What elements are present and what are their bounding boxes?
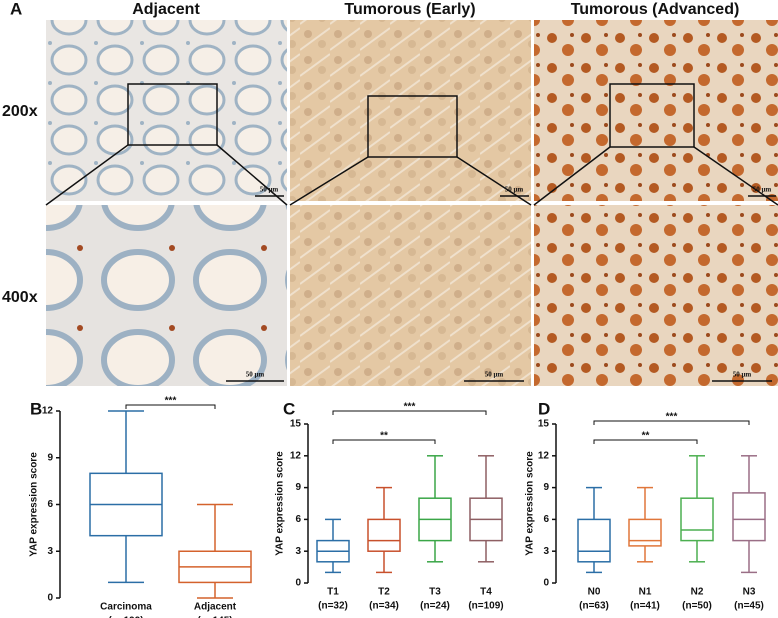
significance-label: *** [404,402,416,413]
zoom-lines [45,144,778,206]
x-tick-label: N2 [691,587,704,598]
category-note: (n=24) [420,601,450,612]
column-title: Tumorous (Advanced) [571,1,740,18]
x-tick-label: Adjacent [194,602,237,613]
box [680,497,714,542]
category-note: (n=34) [369,601,399,612]
category-note: (n=199) [108,616,143,618]
significance-label: ** [380,431,388,442]
x-tick-label: N0 [588,587,601,598]
box [577,518,611,563]
box [732,492,766,542]
zoom-box [609,83,695,148]
micrographs: 50 μm 50 μm 50 μm 50 μm 50 μm 50 μm [45,20,778,386]
y-tick-label: 0 [543,578,549,589]
y-tick-label: 0 [295,578,301,589]
image [534,20,778,201]
y-tick-label: 6 [47,499,53,510]
scale-bar-label: 50 μm [753,186,772,194]
y-tick-label: 6 [543,514,549,525]
significance-bracket [593,439,698,444]
y-tick-label: 12 [290,450,302,461]
y-tick-label: 3 [47,546,53,557]
significance-bracket [593,420,750,425]
panel-label: C [283,399,295,418]
significance-bracket [125,404,216,409]
zoom-box [127,83,218,146]
image [290,20,531,201]
y-tick-label: 12 [42,406,54,417]
significance-bracket [332,439,436,444]
x-tick-label: N1 [639,587,652,598]
significance-bracket [332,410,487,415]
category-note: (n=32) [318,601,348,612]
y-tick-label: 15 [538,419,550,430]
column-title: Tumorous (Early) [344,1,475,18]
x-tick-label: N3 [743,587,756,598]
y-tick-label: 9 [47,452,53,463]
category-note: (n=45) [734,601,764,612]
y-tick-label: 12 [538,450,550,461]
significance-label: *** [165,396,177,407]
category-note: (n=109) [468,601,503,612]
y-tick-label: 3 [543,546,549,557]
category-note: (n=63) [579,601,609,612]
y-tick-label: 15 [290,419,302,430]
x-tick-label: T2 [378,587,390,598]
scale-bar-label: 50 μm [260,186,279,194]
y-tick-label: 6 [295,514,301,525]
box [628,518,662,547]
panel-label: D [538,399,550,418]
y-axis-label: YAP expression score [29,452,40,557]
row-label: 400x [2,289,38,306]
significance-label: *** [666,412,678,423]
scale-bar-label: 50 μm [246,371,265,379]
y-tick-label: 3 [295,546,301,557]
category-note: (n=41) [630,601,660,612]
image [46,205,287,386]
x-tick-label: T4 [480,587,492,598]
y-axis-label: YAP expression score [525,451,536,556]
x-tick-label: Carcinoma [100,602,152,613]
category-note: (n=145) [197,616,232,618]
significance-label: ** [642,431,650,442]
scale-bar-label: 50 μm [505,186,524,194]
row-label: 200x [2,103,38,120]
zoom-box [367,95,458,158]
panel-label: B [30,399,42,418]
scale-bar-label: 50 μm [485,371,504,379]
image [534,205,778,386]
x-tick-label: T3 [429,587,441,598]
column-title: Adjacent [132,1,200,18]
y-tick-label: 9 [295,482,301,493]
scale-bar-label: 50 μm [733,371,752,379]
y-tick-label: 9 [543,482,549,493]
image [290,205,531,386]
x-tick-label: T1 [327,587,339,598]
panel-label: A [10,0,22,18]
y-axis-label: YAP expression score [275,451,286,556]
box [367,518,401,552]
y-tick-label: 0 [47,593,53,604]
category-note: (n=50) [682,601,712,612]
